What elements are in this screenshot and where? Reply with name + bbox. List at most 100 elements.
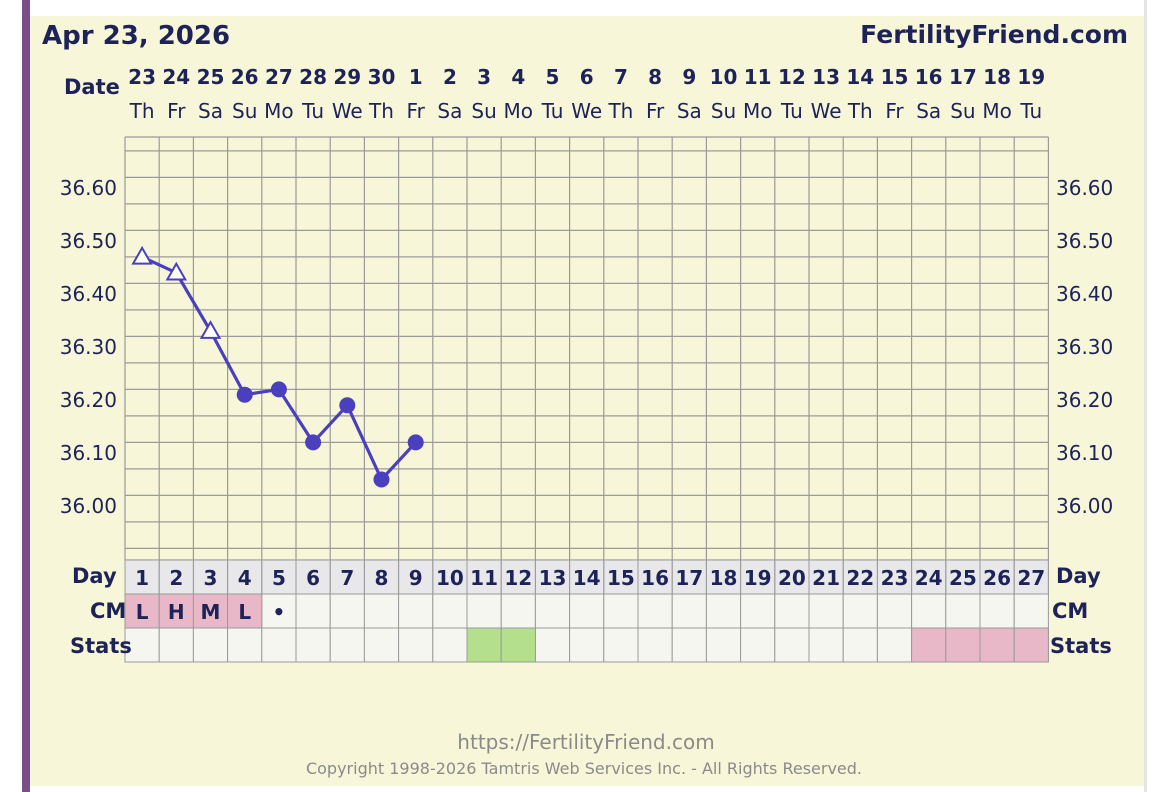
weekday-label: Tu — [780, 99, 803, 123]
stats-cell — [671, 627, 707, 663]
cm-cell — [979, 593, 1015, 629]
y-tick-label-left: 36.50 — [60, 229, 117, 253]
stats-cell — [534, 627, 571, 663]
stats-cell — [774, 627, 810, 663]
cm-value: L — [238, 600, 251, 624]
date-number: 5 — [546, 65, 560, 89]
date-number: 29 — [333, 65, 361, 89]
y-tick-label-right: 36.60 — [1056, 176, 1113, 200]
cm-cell — [637, 593, 673, 629]
y-tick-label-right: 36.30 — [1056, 335, 1113, 359]
stats-pink-cell — [911, 627, 947, 663]
weekday-label: Th — [129, 99, 155, 123]
stats-row-label-right: Stats — [1050, 634, 1112, 658]
footer-url: https://FertilityFriend.com — [457, 730, 714, 754]
day-number: 10 — [436, 566, 464, 590]
day-number: 14 — [573, 566, 601, 590]
right-border — [1144, 0, 1147, 792]
date-number: 10 — [710, 65, 738, 89]
stats-cell — [569, 627, 605, 663]
y-tick-label-right: 36.20 — [1056, 388, 1113, 412]
weekday-label: Mo — [982, 99, 1012, 123]
weekday-label: We — [332, 99, 363, 123]
cm-value: • — [273, 600, 286, 624]
cm-cell — [671, 593, 707, 629]
stats-pink-cell — [945, 627, 981, 663]
day-number: 4 — [238, 566, 252, 590]
cm-value: M — [201, 600, 221, 624]
weekday-label: Sa — [198, 99, 223, 123]
date-number: 8 — [648, 65, 662, 89]
stats-cell — [740, 627, 776, 663]
stats-pink-cell — [1013, 627, 1049, 663]
date-number: 28 — [299, 65, 327, 89]
cm-cell — [842, 593, 878, 629]
date-number: 4 — [511, 65, 525, 89]
cm-cell — [945, 593, 981, 629]
stats-cell — [808, 627, 844, 663]
stats-cell — [876, 627, 913, 663]
cm-cell — [534, 593, 571, 629]
day-number: 15 — [607, 566, 635, 590]
cm-cell — [911, 593, 947, 629]
weekday-label: Mo — [504, 99, 534, 123]
weekday-label: Sa — [677, 99, 702, 123]
stats-cell — [637, 627, 673, 663]
footer-copyright: Copyright 1998-2026 Tamtris Web Services… — [306, 759, 862, 778]
day-number: 21 — [812, 566, 840, 590]
temperature-point-triangle — [199, 320, 222, 339]
cm-row-label-left: CM — [90, 599, 126, 623]
weekday-label: Su — [471, 99, 496, 123]
cm-cell — [740, 593, 776, 629]
cm-cell — [603, 593, 639, 629]
site-title: FertilityFriend.com — [860, 20, 1128, 49]
y-tick-label-right: 36.10 — [1056, 441, 1113, 465]
weekday-label: Th — [368, 99, 394, 123]
y-tick-label-left: 36.30 — [60, 335, 117, 359]
cm-cell — [500, 593, 536, 629]
day-number: 26 — [983, 566, 1011, 590]
temperature-series-line — [141, 255, 417, 482]
stats-cell — [705, 627, 742, 663]
day-number: 9 — [409, 566, 423, 590]
day-number: 5 — [272, 566, 286, 590]
date-row-label: Date — [64, 75, 120, 99]
day-number: 11 — [470, 566, 498, 590]
temperature-point-dot — [407, 434, 424, 451]
weekday-label: Su — [950, 99, 975, 123]
stats-cell — [261, 627, 297, 663]
weekday-label: Mo — [264, 99, 294, 123]
stats-cell — [192, 627, 229, 663]
cm-cell — [329, 593, 365, 629]
stats-cell — [842, 627, 878, 663]
stats-green-cell — [466, 627, 502, 663]
stats-cell — [363, 627, 400, 663]
day-number: 8 — [375, 566, 389, 590]
day-number: 24 — [915, 566, 943, 590]
day-number: 2 — [169, 566, 183, 590]
cm-row-label-right: CM — [1052, 599, 1088, 623]
date-number: 18 — [983, 65, 1011, 89]
date-number: 19 — [1017, 65, 1045, 89]
bottom-rows: 1 2 3 4 5 6 7 8 9 10 11 12 13 14 15 16 17 18 19 20 21 22 23 24 2… — [124, 559, 1049, 663]
day-number: 22 — [846, 566, 874, 590]
date-number: 9 — [682, 65, 696, 89]
date-number: 7 — [614, 65, 628, 89]
temperature-line — [131, 245, 424, 488]
cm-highlight-cell — [192, 593, 229, 629]
date-number: 17 — [949, 65, 977, 89]
y-tick-label-right: 36.50 — [1056, 229, 1113, 253]
weekday-label: Sa — [437, 99, 462, 123]
date-number: 26 — [231, 65, 259, 89]
cm-cell — [1013, 593, 1049, 629]
cm-cell — [808, 593, 844, 629]
cm-cell — [569, 593, 605, 629]
temperature-point-triangle — [131, 245, 153, 265]
day-row-label-left: Day — [72, 564, 117, 588]
day-row-label-right: Day — [1056, 564, 1101, 588]
cm-cell — [466, 593, 502, 629]
date-number: 24 — [162, 65, 190, 89]
stats-cell — [158, 627, 194, 663]
stats-cell — [398, 627, 434, 663]
weekday-label: Fr — [646, 99, 665, 123]
